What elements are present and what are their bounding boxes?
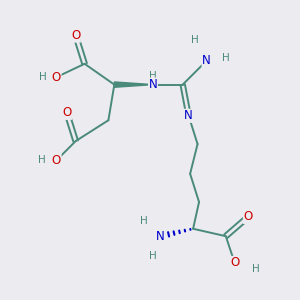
Text: N: N: [148, 78, 157, 91]
Text: H: H: [252, 264, 260, 274]
Text: O: O: [52, 154, 61, 167]
Text: H: H: [222, 53, 230, 63]
Text: N: N: [184, 109, 193, 122]
Text: O: O: [52, 71, 61, 84]
Text: O: O: [62, 106, 71, 119]
Text: H: H: [191, 35, 199, 45]
Text: H: H: [149, 250, 157, 260]
Text: O: O: [244, 210, 253, 224]
Text: O: O: [71, 29, 80, 42]
Text: H: H: [140, 216, 148, 226]
Text: O: O: [230, 256, 239, 269]
Text: H: H: [38, 155, 45, 165]
Text: H: H: [149, 71, 157, 81]
Text: H: H: [39, 72, 47, 82]
Text: N: N: [202, 54, 211, 67]
Text: N: N: [156, 230, 165, 243]
Polygon shape: [114, 82, 153, 87]
